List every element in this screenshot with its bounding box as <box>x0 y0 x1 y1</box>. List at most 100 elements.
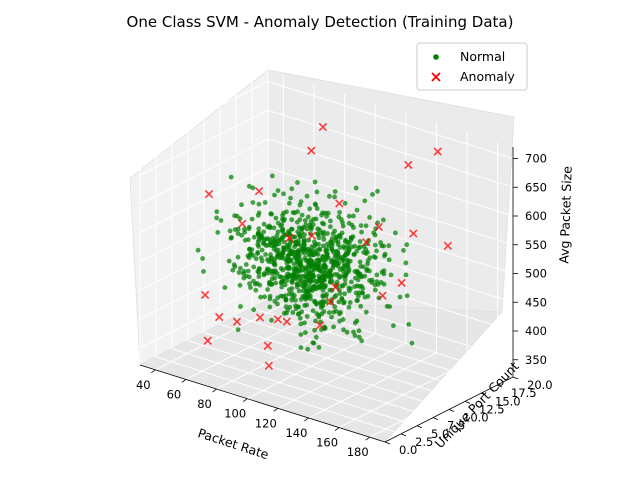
point-normal <box>320 279 325 285</box>
point-normal <box>386 257 392 263</box>
point-normal <box>292 293 297 298</box>
point-normal <box>311 252 317 258</box>
point-normal <box>295 282 300 288</box>
legend-marker-normal <box>433 54 439 60</box>
point-normal <box>337 274 343 279</box>
point-normal <box>235 254 241 260</box>
y-tick <box>480 392 487 396</box>
point-normal <box>337 267 343 272</box>
point-normal <box>333 238 339 244</box>
point-normal <box>308 278 314 284</box>
point-anomaly <box>433 147 442 156</box>
point-normal <box>271 225 277 231</box>
point-normal <box>362 273 368 279</box>
point-normal <box>293 265 299 271</box>
point-normal <box>293 239 299 245</box>
point-normal <box>230 267 236 273</box>
y-tick-label: 15.0 <box>495 394 521 408</box>
point-normal <box>312 327 317 333</box>
point-normal <box>339 217 344 222</box>
point-normal <box>288 257 294 263</box>
point-normal <box>333 259 339 265</box>
point-normal <box>316 241 321 247</box>
point-normal <box>303 274 309 279</box>
point-normal <box>304 302 310 308</box>
point-normal <box>381 217 386 223</box>
point-normal <box>261 272 267 278</box>
point-normal <box>320 294 326 299</box>
point-normal <box>348 286 353 292</box>
point-normal <box>344 329 350 335</box>
point-normal <box>323 246 329 252</box>
point-normal <box>296 232 302 237</box>
point-normal <box>371 254 377 259</box>
point-normal <box>354 318 360 324</box>
point-normal <box>258 294 263 300</box>
point-anomaly <box>315 321 325 330</box>
point-normal <box>342 245 348 251</box>
point-normal <box>310 340 316 345</box>
point-normal <box>298 332 304 337</box>
point-normal <box>294 219 300 225</box>
point-anomaly <box>335 199 344 208</box>
point-normal <box>245 268 251 274</box>
point-normal <box>280 267 286 273</box>
point-normal <box>289 186 295 192</box>
point-normal <box>329 247 335 253</box>
point-normal <box>327 193 332 199</box>
point-normal <box>331 309 337 315</box>
point-normal <box>251 264 257 270</box>
point-normal <box>367 278 372 283</box>
point-normal <box>347 258 353 264</box>
point-normal <box>310 308 316 314</box>
point-normal <box>354 207 360 213</box>
x-tick-label: 40 <box>136 378 151 392</box>
point-normal <box>279 284 285 290</box>
point-anomaly <box>331 282 340 292</box>
point-normal <box>287 251 293 257</box>
point-normal <box>375 188 380 194</box>
point-normal <box>296 311 302 316</box>
point-normal <box>359 338 364 344</box>
point-normal <box>301 238 307 244</box>
point-normal <box>235 327 241 333</box>
point-normal <box>318 305 324 310</box>
legend-label-normal: Normal <box>460 49 505 64</box>
point-normal <box>286 244 292 250</box>
point-normal <box>336 299 342 305</box>
point-normal <box>337 311 342 317</box>
x-tick-label: 160 <box>316 436 338 450</box>
point-normal <box>349 244 355 250</box>
point-normal <box>406 322 412 327</box>
point-normal <box>269 259 275 265</box>
point-normal <box>308 296 313 302</box>
point-anomaly <box>378 291 387 300</box>
point-normal <box>278 293 284 299</box>
legend-marker-anomaly <box>431 72 441 82</box>
point-normal <box>256 201 262 207</box>
point-normal <box>358 223 364 229</box>
point-normal <box>351 252 357 257</box>
point-normal <box>265 266 270 272</box>
point-normal <box>307 271 313 277</box>
point-normal <box>238 304 243 309</box>
point-normal <box>302 281 307 287</box>
y-tick-label: 10.0 <box>463 411 489 425</box>
point-normal <box>404 242 410 248</box>
x-tick <box>242 398 248 403</box>
x-tick-label: 140 <box>285 426 307 440</box>
point-normal <box>273 215 279 221</box>
point-normal <box>343 272 349 278</box>
point-normal <box>273 280 278 286</box>
point-normal <box>317 227 322 233</box>
x-axis-label: Packet Rate <box>196 425 271 462</box>
point-anomaly <box>318 122 328 132</box>
point-normal <box>302 320 307 326</box>
point-normal <box>333 253 338 258</box>
grid-line-z-back <box>267 109 514 188</box>
point-normal <box>305 346 311 352</box>
point-normal <box>269 276 275 282</box>
z-tick-label: 650 <box>525 180 547 194</box>
point-normal <box>263 252 268 257</box>
point-normal <box>303 257 309 263</box>
